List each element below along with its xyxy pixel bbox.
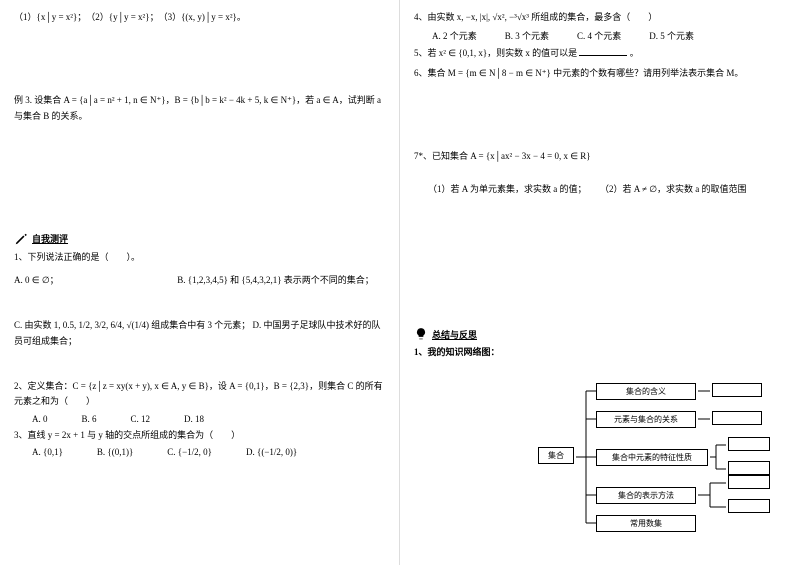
q5: 5、若 x² ∈ {0,1, x}，则实数 x 的值可以是 。 bbox=[414, 46, 786, 61]
lightbulb-icon bbox=[414, 327, 428, 341]
self-test-heading: 自我测评 bbox=[14, 232, 385, 246]
example-3: 例 3. 设集合 A = {a│a = n² + 1, n ∈ N⁺}，B = … bbox=[14, 93, 385, 124]
diagram-node-5: 常用数集 bbox=[596, 515, 696, 532]
right-column: 4、由实数 x, −x, |x|, √x², −³√x³ 所组成的集合，最多含（… bbox=[400, 0, 800, 565]
knowledge-network-diagram: 集合 集合的含义 元素与集合的关系 集合中元素的特征性质 集合的表示方法 常用数… bbox=[532, 377, 782, 537]
p3-opt-d: D. {(−1/2, 0)} bbox=[246, 447, 297, 457]
diagram-leaf-3a bbox=[728, 437, 770, 451]
p1-opt-c: C. 由实数 1, 0.5, 1/2, 3/2, 6/4, √(1/4) 组成集… bbox=[14, 320, 250, 330]
q4-opt-d: D. 5 个元素 bbox=[649, 29, 694, 42]
summary-sub1: 1、我的知识网络图： bbox=[414, 345, 786, 360]
diagram-leaf-4a bbox=[728, 475, 770, 489]
p2-opt-a: A. 0 bbox=[32, 414, 48, 424]
q7-sub: （1）若 A 为单元素集，求实数 a 的值； （2）若 A ≠ ∅，求实数 a … bbox=[414, 182, 786, 197]
q4-options: A. 2 个元素 B. 3 个元素 C. 4 个元素 D. 5 个元素 bbox=[432, 29, 786, 42]
p2-options: A. 0 B. 6 C. 12 D. 18 bbox=[32, 414, 385, 424]
left-column: （1）{x│y = x²}； （2）{y│y = x²}； （3）{(x, y)… bbox=[0, 0, 400, 565]
diagram-node-2: 元素与集合的关系 bbox=[596, 411, 696, 428]
q7-part1: （1）若 A 为单元素集，求实数 a 的值； bbox=[414, 184, 587, 194]
q7-part2: （2）若 A ≠ ∅，求实数 a 的取值范围 bbox=[600, 184, 747, 194]
p3-options: A. {0,1} B. {(0,1)} C. {−1/2, 0} D. {(−1… bbox=[32, 447, 385, 457]
p2-opt-b: B. 6 bbox=[82, 414, 97, 424]
p2-stem: 2、定义集合：C = {z│z = xy(x + y), x ∈ A, y ∈ … bbox=[14, 379, 385, 410]
q6: 6、集合 M = {m ∈ N│8 − m ∈ N⁺} 中元素的个数有哪些？请用… bbox=[414, 66, 786, 81]
p1-opt-c-d: C. 由实数 1, 0.5, 1/2, 3/2, 6/4, √(1/4) 组成集… bbox=[14, 318, 385, 349]
q4-opt-c: C. 4 个元素 bbox=[577, 29, 621, 42]
p3-opt-b: B. {(0,1)} bbox=[97, 447, 133, 457]
p1-stem: 1、下列说法正确的是（ ）。 bbox=[14, 250, 385, 265]
q5-stem: 5、若 x² ∈ {0,1, x}，则实数 x 的值可以是 bbox=[414, 48, 579, 58]
q7-stem: 7*、已知集合 A = {x│ax² − 3x − 4 = 0, x ∈ R} bbox=[414, 149, 786, 164]
summary-title: 总结与反思 bbox=[432, 328, 477, 341]
q4-opt-a: A. 2 个元素 bbox=[432, 29, 477, 42]
q4-opt-b: B. 3 个元素 bbox=[505, 29, 549, 42]
p1-opt-b: B. {1,2,3,4,5} 和 {5,4,3,2,1} 表示两个不同的集合； bbox=[177, 273, 385, 288]
p2-opt-d: D. 18 bbox=[184, 414, 204, 424]
q5-end: 。 bbox=[627, 48, 638, 58]
q4-stem: 4、由实数 x, −x, |x|, √x², −³√x³ 所组成的集合，最多含（… bbox=[414, 10, 786, 25]
p3-opt-a: A. {0,1} bbox=[32, 447, 63, 457]
summary-heading: 总结与反思 bbox=[414, 327, 786, 341]
pencil-icon bbox=[14, 232, 28, 246]
q1-variants: （1）{x│y = x²}； （2）{y│y = x²}； （3）{(x, y)… bbox=[14, 10, 385, 25]
diagram-root: 集合 bbox=[538, 447, 574, 464]
diagram-node-3: 集合中元素的特征性质 bbox=[596, 449, 708, 466]
q5-blank bbox=[579, 47, 627, 56]
self-test-title: 自我测评 bbox=[32, 232, 68, 245]
p2-opt-c: C. 12 bbox=[131, 414, 151, 424]
diagram-node-1: 集合的含义 bbox=[596, 383, 696, 400]
diagram-leaf-4b bbox=[728, 499, 770, 513]
p3-stem: 3、直线 y = 2x + 1 与 y 轴的交点所组成的集合为（ ） bbox=[14, 428, 385, 443]
diagram-leaf-1 bbox=[712, 383, 762, 397]
p3-opt-c: C. {−1/2, 0} bbox=[167, 447, 212, 457]
diagram-leaf-2 bbox=[712, 411, 762, 425]
p1-opt-a: A. 0 ∈ ∅； bbox=[14, 273, 59, 288]
diagram-node-4: 集合的表示方法 bbox=[596, 487, 696, 504]
diagram-leaf-3b bbox=[728, 461, 770, 475]
